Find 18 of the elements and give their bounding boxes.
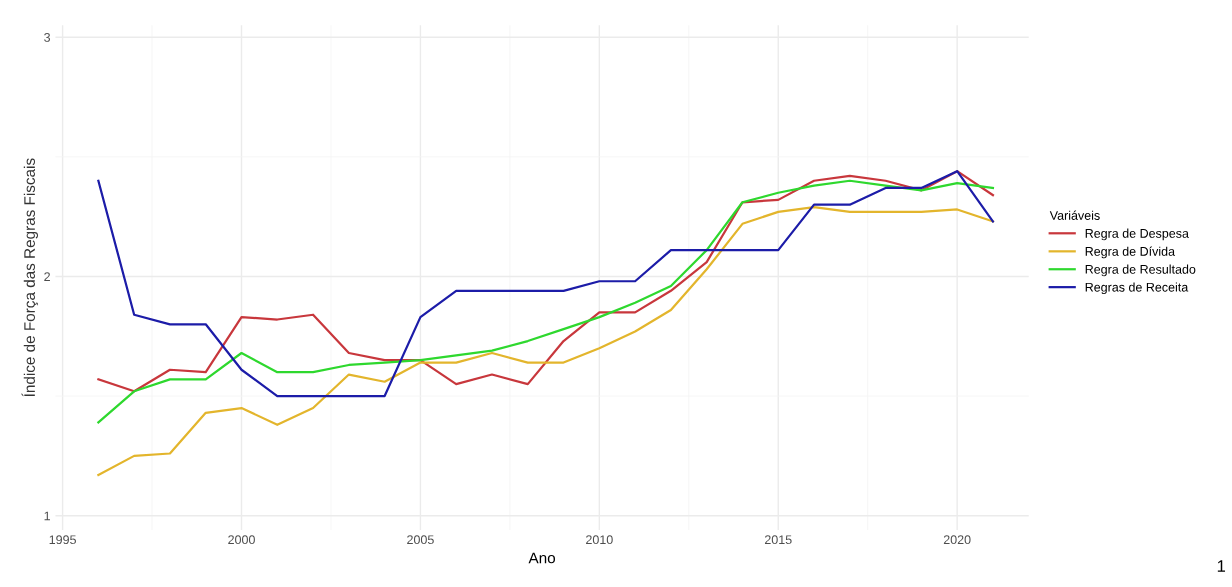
x-tick-label: 2010 [586,535,613,545]
y-axis-title: Índice de Força das Regras Fiscais [21,158,39,397]
legend-label: Regra de Resultado [1085,264,1196,277]
text: 1 [1217,560,1226,572]
legend-label: Regra de Despesa [1085,228,1189,241]
y-tick-label: 3 [44,33,51,42]
legend-label: Regra de Dívida [1085,246,1176,259]
x-tick-label: 2020 [943,535,971,545]
line-series [97,205,995,477]
x-tick-label: 2005 [407,535,434,545]
y-tick-label: 2 [44,272,50,281]
x-axis-title: Ano [528,552,556,564]
x-tick-label: 1995 [49,535,76,545]
y-tick-label: 1 [44,511,50,521]
x-tick-label: 2015 [764,535,792,545]
x-tick-label: 2000 [228,535,255,545]
legend-label: Regras de Receita [1085,282,1189,295]
legend-title: Variáveis [1049,210,1100,220]
